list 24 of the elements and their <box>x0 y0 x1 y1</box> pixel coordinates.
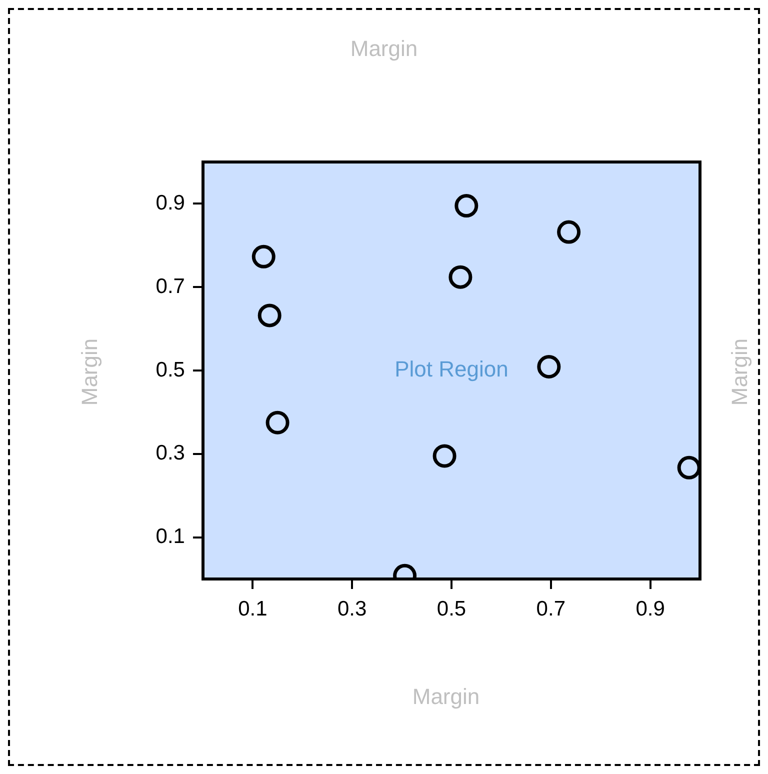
point <box>454 194 478 218</box>
text: Margin <box>411 684 481 710</box>
y-tick-label: 0.1 <box>156 525 185 548</box>
x-tick-label: 0.3 <box>338 597 367 620</box>
y-tick-label: 0.5 <box>156 358 185 382</box>
point <box>252 244 276 268</box>
y-tick-label: 0.9 <box>156 191 185 214</box>
point <box>266 410 290 434</box>
point <box>677 456 700 480</box>
x-tick-label: 0.9 <box>636 597 665 620</box>
x-tick-label: 0.5 <box>436 597 466 620</box>
text: Margin <box>349 36 419 62</box>
y-tick-label: 0.7 <box>156 274 185 298</box>
point <box>432 444 456 468</box>
x-tick-label: 0.1 <box>238 597 268 620</box>
point <box>537 354 561 378</box>
text: Margin <box>77 338 103 406</box>
point <box>557 220 581 244</box>
point <box>258 304 282 328</box>
annotation: Plot Region <box>394 356 508 382</box>
y-tick-label: 0.3 <box>156 442 185 465</box>
point <box>448 265 472 289</box>
text: Margin <box>727 338 753 406</box>
x-tick-label: 0.7 <box>536 597 566 620</box>
